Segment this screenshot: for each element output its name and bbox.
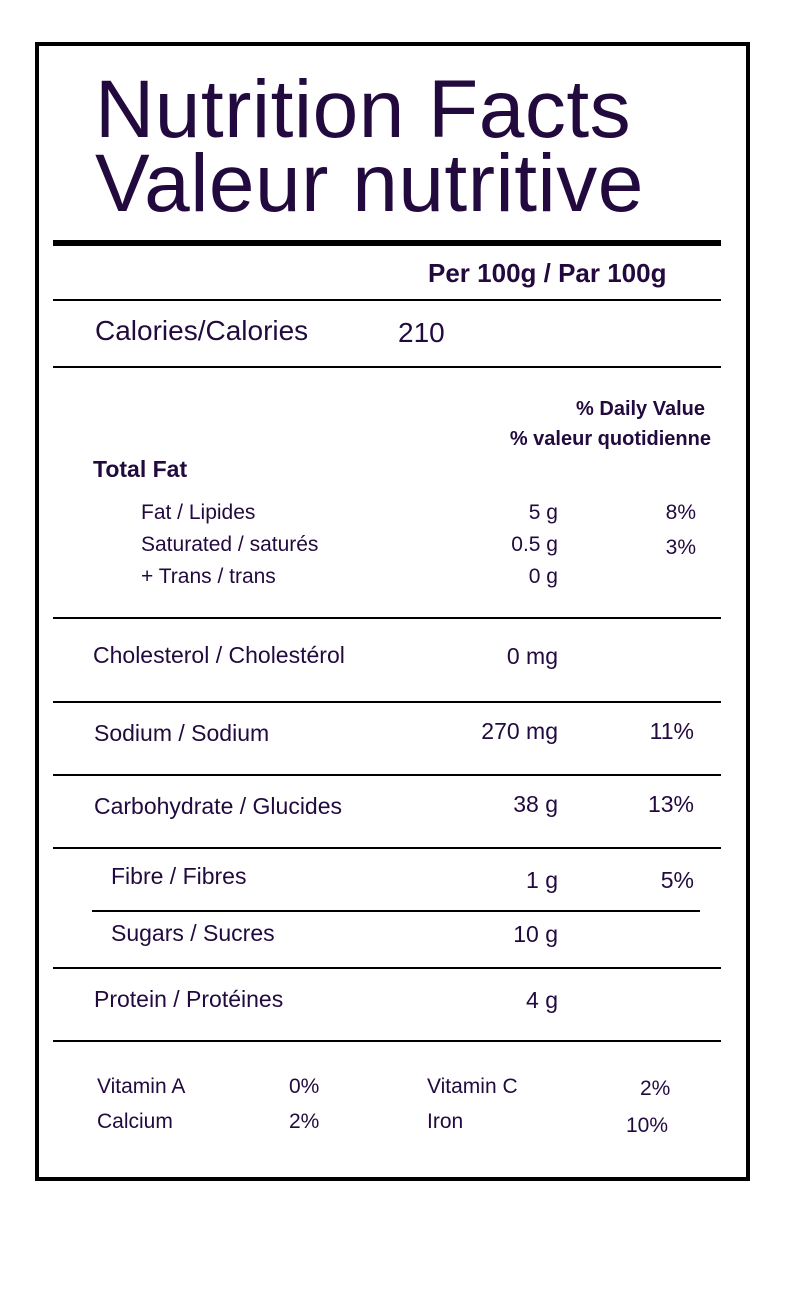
sodium-daily-value: 11%	[649, 718, 694, 744]
nutrition-label	[35, 42, 750, 1181]
sodium-label: Sodium / Sodium	[94, 720, 270, 746]
iron-label: Iron	[427, 1110, 464, 1133]
divider	[53, 701, 721, 703]
sugars-amount: 10 g	[513, 921, 558, 947]
calcium-value: 2%	[289, 1110, 320, 1133]
saturated-label: Saturated / saturés	[141, 533, 319, 556]
cholesterol-amount: 0 mg	[506, 643, 558, 669]
title-divider	[53, 240, 721, 246]
vitamin-a-label: Vitamin A	[97, 1075, 186, 1098]
divider	[53, 967, 721, 969]
iron-value: 10%	[626, 1114, 669, 1137]
divider	[53, 774, 721, 776]
calories-value: 210	[398, 317, 445, 348]
daily-value-heading-fr: % valeur quotidienne	[509, 428, 711, 450]
fibre-daily-value: 5%	[660, 867, 694, 893]
fibre-amount: 1 g	[526, 867, 558, 893]
saturated-daily-value: 3%	[665, 536, 696, 559]
calories-label: Calories/Calories	[95, 315, 309, 346]
carbohydrate-amount: 38 g	[513, 791, 558, 817]
calcium-label: Calcium	[97, 1110, 173, 1133]
title-english: Nutrition Facts	[95, 64, 632, 155]
protein-label: Protein / Protéines	[94, 986, 284, 1012]
trans-amount: 0 g	[528, 565, 558, 588]
divider	[53, 617, 721, 619]
title-french: Valeur nutritive	[95, 138, 644, 229]
sub-divider	[92, 910, 700, 912]
sodium-amount: 270 mg	[481, 718, 558, 744]
fat-daily-value: 8%	[665, 501, 696, 524]
divider	[53, 366, 721, 368]
vitamin-a-value: 0%	[289, 1075, 320, 1098]
saturated-amount: 0.5 g	[511, 533, 558, 556]
daily-value-heading-en: % Daily Value	[576, 398, 705, 420]
divider	[53, 847, 721, 849]
trans-label: + Trans / trans	[141, 565, 276, 588]
serving-size: Per 100g / Par 100g	[428, 258, 667, 288]
protein-amount: 4 g	[526, 987, 558, 1013]
carbohydrate-label: Carbohydrate / Glucides	[94, 793, 343, 819]
fat-amount: 5 g	[528, 501, 558, 524]
vitamin-c-label: Vitamin C	[427, 1075, 518, 1098]
total-fat-heading: Total Fat	[93, 456, 188, 482]
sugars-label: Sugars / Sucres	[111, 920, 275, 946]
carbohydrate-daily-value: 13%	[647, 791, 694, 817]
divider	[53, 299, 721, 301]
vitamin-c-value: 2%	[640, 1077, 671, 1100]
cholesterol-label: Cholesterol / Cholestérol	[93, 642, 345, 668]
fat-label: Fat / Lipides	[141, 501, 256, 524]
fibre-label: Fibre / Fibres	[111, 863, 247, 889]
divider	[53, 1040, 721, 1042]
